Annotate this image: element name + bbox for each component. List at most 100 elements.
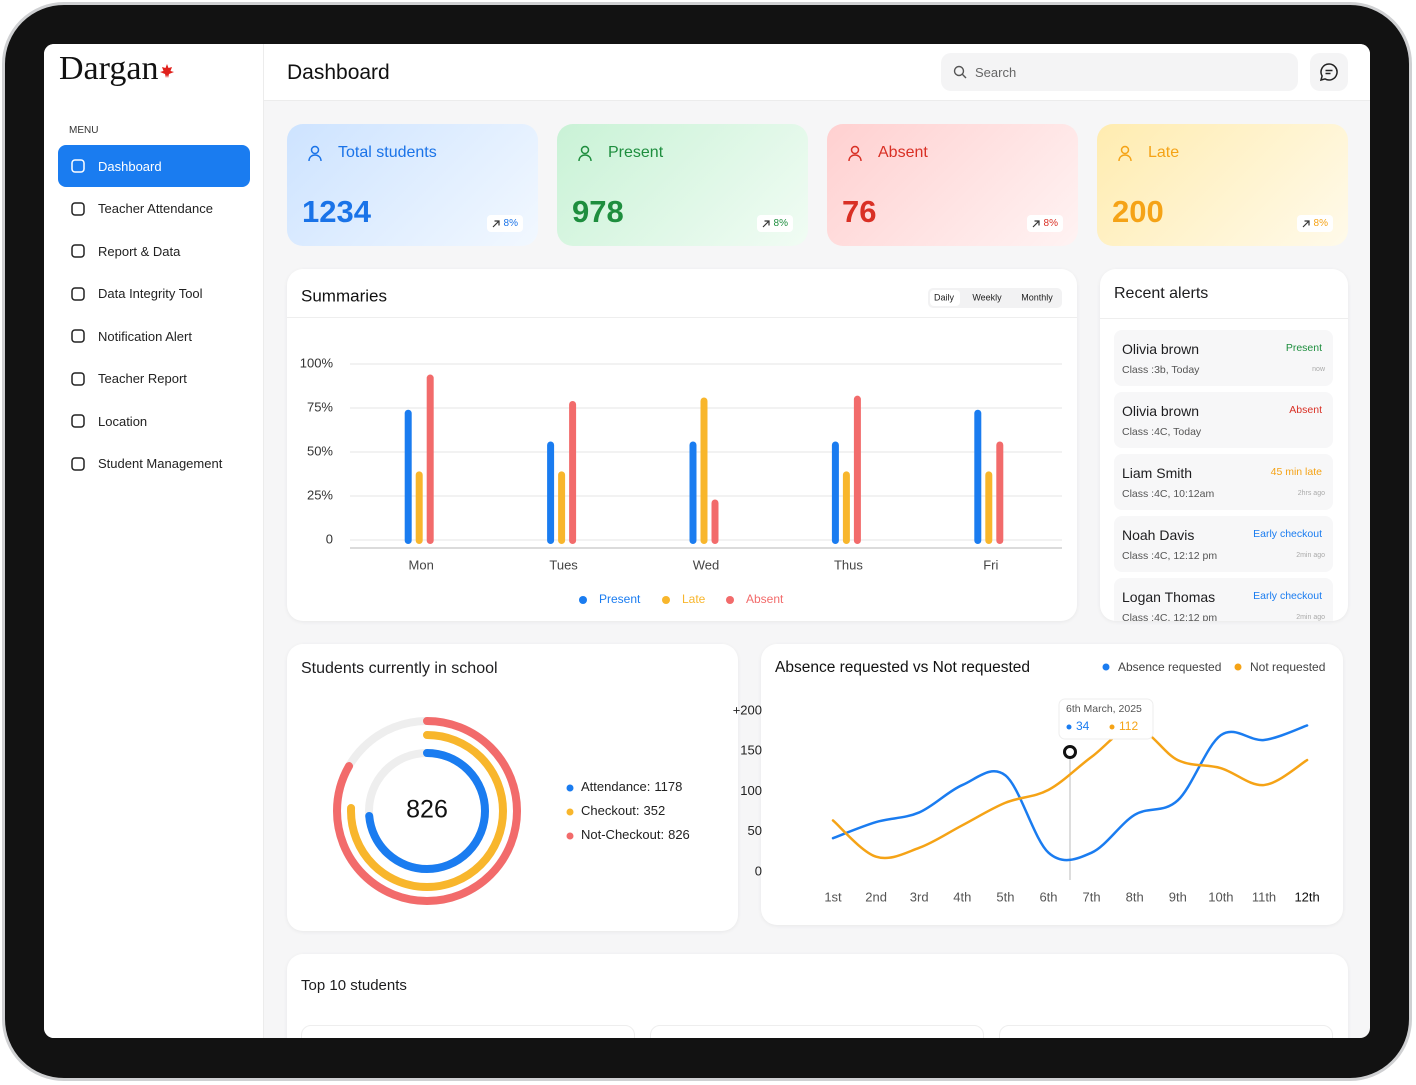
alert-item[interactable]: Olivia brown Class :3b, Today Present now — [1114, 330, 1333, 386]
stat-card: Late 200 8% — [1097, 124, 1348, 246]
nav-item[interactable]: Dashboard — [58, 145, 250, 187]
x-tick-label: Fri — [983, 557, 998, 572]
legend-dot — [726, 596, 734, 604]
legend-label: Absence requested — [1118, 660, 1221, 674]
line-card — [761, 644, 1343, 925]
nav-item[interactable]: Notification Alert — [58, 315, 250, 357]
alert-status: Early checkout — [1253, 528, 1322, 540]
legend-label: Late — [682, 592, 706, 606]
bar — [842, 471, 850, 544]
divider — [1100, 318, 1348, 319]
summaries-card — [287, 269, 1077, 621]
bar — [700, 397, 708, 544]
tooltip-marker — [1063, 745, 1077, 759]
arrow — [1032, 219, 1040, 227]
icon-shape — [71, 201, 85, 216]
bar — [415, 471, 423, 544]
arrow — [492, 219, 500, 227]
icon — [71, 329, 85, 343]
alerts-title: Recent alerts — [1114, 285, 1209, 302]
bar — [569, 400, 577, 544]
bar — [404, 409, 412, 544]
arrow — [762, 219, 770, 227]
alert-class: Class :4C, 12:12 pm — [1122, 612, 1218, 621]
stat-card: Present 978 8% — [557, 124, 808, 246]
nav-item[interactable]: Data Integrity Tool — [58, 273, 250, 315]
alert-item[interactable]: Noah Davis Class :4C, 12:12 pm Early check… — [1114, 516, 1333, 572]
alert-name: Logan Thomas — [1122, 589, 1216, 605]
stat-card: Absent 76 8% — [827, 124, 1078, 246]
charts-layer: 826 Attendance: 1178 Checkout: 352 Not-Checko… — [300, 286, 1325, 905]
y-tick-label: 0 — [755, 863, 762, 878]
arrow-icon — [492, 219, 500, 227]
legend-text: Not-Checkout: 826 — [581, 827, 690, 842]
x-tick-label: 2nd — [865, 889, 887, 904]
alert-status: Present — [1285, 342, 1322, 354]
alert-status: Early checkout — [1253, 590, 1322, 602]
legend-value: 826 — [668, 827, 690, 842]
bar — [831, 441, 839, 544]
nav-item[interactable]: Report & Data — [58, 230, 250, 272]
alert-item[interactable]: Liam Smith Class :4C, 10:12am 45 min late 2… — [1114, 454, 1333, 510]
alert-name: Noah Davis — [1122, 527, 1195, 543]
nav-item[interactable]: Location — [58, 400, 250, 442]
chat-button[interactable] — [1310, 53, 1348, 91]
stat-icon — [848, 145, 862, 162]
top-students-card: Top 10 students — [287, 954, 1348, 1038]
x-tick-label: 5th — [996, 889, 1014, 904]
search-box[interactable]: Search — [941, 53, 1298, 91]
stat-change: 8% — [503, 218, 518, 229]
tooltip-dot — [1109, 724, 1115, 730]
chart-title: Absence requested vs Not requested — [775, 659, 1030, 676]
icon-head — [1120, 145, 1130, 155]
stat-label: Absent — [878, 144, 928, 161]
tab[interactable]: Weekly — [972, 292, 1002, 302]
tooltip-value: 112 — [1119, 719, 1138, 733]
arrow-icon — [762, 219, 770, 227]
tooltip-label: 6th March, 2025 — [1066, 703, 1142, 715]
bar — [689, 441, 697, 544]
stat-badge: 8% — [1026, 215, 1063, 232]
x-tick-label: 9th — [1169, 889, 1187, 904]
ring-checkout — [347, 731, 507, 891]
nav-item[interactable]: Teacher Attendance — [58, 188, 250, 230]
x-tick-label: Wed — [693, 557, 720, 572]
tab[interactable]: Monthly — [1021, 292, 1053, 302]
alert-class: Class :4C, Today — [1122, 426, 1202, 438]
menu-label: MENU — [69, 125, 99, 136]
x-tick-label: 10th — [1208, 889, 1233, 904]
y-tick-label: 25% — [307, 487, 333, 502]
donut-center: 826 — [406, 796, 448, 824]
icon — [71, 159, 85, 173]
stat-change: 8% — [1043, 218, 1058, 229]
stat-badge: 8% — [1296, 215, 1333, 232]
y-tick-label: 50% — [307, 443, 333, 458]
x-tick-label: Thus — [834, 557, 863, 572]
bar — [853, 395, 861, 544]
alert-item[interactable]: Olivia brown Class :4C, Today Absent — [1114, 392, 1333, 448]
nav-label: Student Management — [98, 456, 223, 471]
x-tick-label: Mon — [409, 557, 434, 572]
bar — [711, 499, 719, 544]
nav-label: Teacher Report — [98, 371, 187, 386]
nav-item[interactable]: Student Management — [58, 443, 250, 485]
alert-time: now — [1312, 366, 1325, 373]
legend-name: Checkout: — [581, 803, 640, 818]
icon-shape — [71, 159, 85, 173]
page-title: Dashboard — [287, 61, 390, 84]
legend-dot — [1102, 663, 1110, 671]
bar — [974, 409, 982, 544]
icon-shape — [71, 371, 85, 386]
nav-item[interactable]: Teacher Report — [58, 358, 250, 400]
line-series — [831, 724, 1309, 862]
maple-leaf — [160, 64, 174, 78]
alert-item[interactable]: Logan Thomas Class :4C, 12:12 pm Early che… — [1114, 578, 1333, 621]
x-tick-label: 3rd — [910, 889, 929, 904]
arrow-icon — [1302, 219, 1310, 227]
tab[interactable]: Daily — [934, 292, 955, 302]
icon-shape — [71, 414, 85, 428]
stat-icon — [1118, 145, 1132, 162]
legend-dot — [1234, 663, 1242, 671]
icon-head — [850, 145, 860, 155]
